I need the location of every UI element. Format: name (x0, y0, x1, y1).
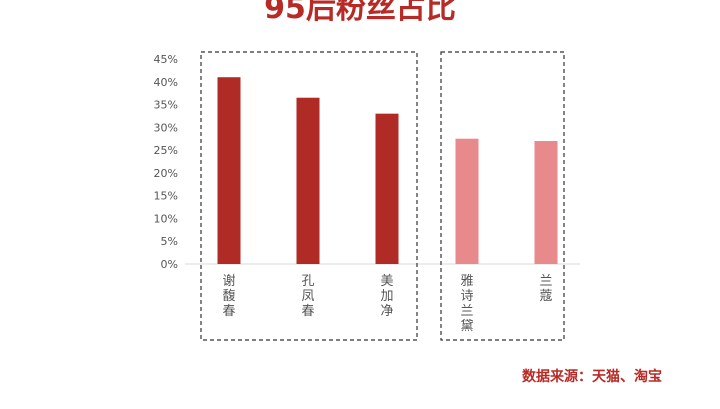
bar (375, 113, 399, 265)
bar (534, 141, 558, 264)
y-tick-label: 0% (161, 258, 178, 271)
domestic-brands-box (200, 51, 418, 341)
y-tick-label: 25% (154, 144, 178, 157)
category-label: 雅诗兰黛 (460, 274, 473, 334)
category-labels: 谢馥春 孔凤春 美加净 雅诗兰黛 兰蔻 (222, 273, 552, 334)
bar (455, 138, 479, 264)
category-label: 美加净 (380, 274, 393, 319)
y-tick-label: 10% (154, 212, 178, 225)
data-source-note: 数据来源：天猫、淘宝 (522, 369, 662, 385)
y-tick-label: 30% (154, 121, 178, 134)
bar (217, 77, 241, 264)
category-label: 兰蔻 (539, 274, 552, 304)
international-brands-box (440, 51, 565, 341)
bar (296, 97, 320, 264)
category-label: 孔凤春 (301, 274, 314, 319)
y-tick-label: 5% (161, 235, 178, 248)
chart-title: 95后粉丝占比 (264, 0, 456, 26)
y-tick-label: 15% (154, 190, 178, 203)
category-label: 谢馥春 (222, 273, 235, 319)
y-axis: 0% 5% 10% 15% 20% 25% 30% 35% 40% 45% (154, 53, 178, 271)
y-tick-label: 45% (154, 53, 178, 66)
y-tick-label: 35% (154, 99, 178, 112)
bars (217, 77, 558, 265)
y-tick-label: 40% (154, 76, 178, 89)
y-tick-label: 20% (154, 167, 178, 180)
